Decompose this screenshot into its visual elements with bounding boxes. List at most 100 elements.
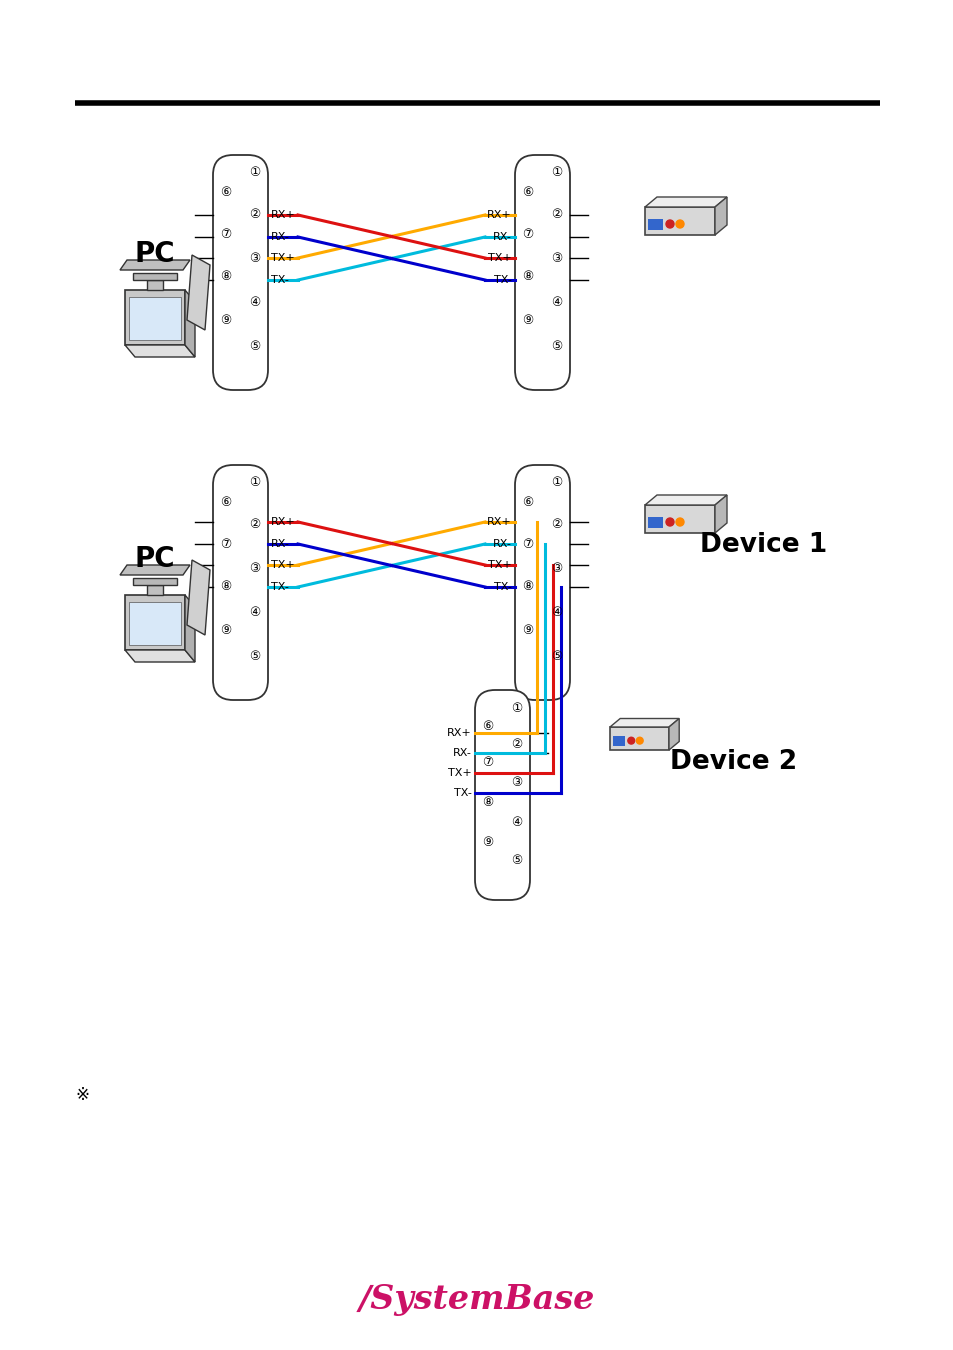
Text: ⑨: ⑨ xyxy=(220,315,232,328)
Text: PC: PC xyxy=(134,545,175,572)
Text: RX-: RX- xyxy=(271,232,290,242)
Text: ④: ④ xyxy=(551,297,562,309)
Circle shape xyxy=(676,220,683,228)
Text: ①: ① xyxy=(249,477,260,490)
Text: ①: ① xyxy=(511,702,522,714)
Text: Device 1: Device 1 xyxy=(700,532,826,558)
Circle shape xyxy=(665,518,673,526)
Polygon shape xyxy=(132,578,177,585)
Text: ⑧: ⑧ xyxy=(220,580,232,594)
Text: ⑦: ⑦ xyxy=(522,539,533,552)
Text: ⑦: ⑦ xyxy=(220,228,232,242)
Circle shape xyxy=(676,518,683,526)
Polygon shape xyxy=(644,495,726,505)
Text: RX+: RX+ xyxy=(271,517,295,526)
Text: Device 2: Device 2 xyxy=(669,749,797,775)
Polygon shape xyxy=(125,595,185,649)
Polygon shape xyxy=(185,290,194,356)
Text: ④: ④ xyxy=(249,606,260,620)
Text: ※: ※ xyxy=(75,1085,89,1104)
Polygon shape xyxy=(644,505,714,533)
Polygon shape xyxy=(125,290,185,346)
Text: RX-: RX- xyxy=(493,539,512,549)
Polygon shape xyxy=(125,346,194,356)
Text: ⑤: ⑤ xyxy=(249,340,260,354)
Polygon shape xyxy=(613,736,624,745)
Text: ②: ② xyxy=(511,738,522,752)
Polygon shape xyxy=(147,279,163,290)
FancyBboxPatch shape xyxy=(213,155,268,390)
Text: TX-: TX- xyxy=(494,275,512,285)
Text: RX+: RX+ xyxy=(487,211,512,220)
Text: TX+: TX+ xyxy=(488,560,512,570)
FancyBboxPatch shape xyxy=(213,464,268,701)
Text: RX+: RX+ xyxy=(487,517,512,526)
Text: ⑨: ⑨ xyxy=(522,625,533,637)
Text: ⑦: ⑦ xyxy=(522,228,533,242)
Text: ⑨: ⑨ xyxy=(220,625,232,637)
Text: ③: ③ xyxy=(551,562,562,575)
Text: RX-: RX- xyxy=(453,748,472,757)
Text: TX+: TX+ xyxy=(448,768,472,778)
Text: ①: ① xyxy=(249,166,260,180)
Text: RX-: RX- xyxy=(493,232,512,242)
Text: ⑤: ⑤ xyxy=(551,340,562,354)
Text: ⑧: ⑧ xyxy=(482,795,493,809)
Text: ⑥: ⑥ xyxy=(482,720,493,733)
Polygon shape xyxy=(609,728,668,751)
Polygon shape xyxy=(187,560,210,634)
Text: ①: ① xyxy=(551,166,562,180)
Circle shape xyxy=(627,737,634,744)
Text: TX-: TX- xyxy=(494,582,512,593)
Text: ③: ③ xyxy=(249,251,260,265)
Text: RX+: RX+ xyxy=(447,728,472,738)
Polygon shape xyxy=(714,197,726,235)
Text: TX+: TX+ xyxy=(271,560,294,570)
Polygon shape xyxy=(647,219,662,230)
Text: RX+: RX+ xyxy=(271,211,295,220)
Polygon shape xyxy=(132,273,177,279)
Text: ②: ② xyxy=(551,208,562,221)
Polygon shape xyxy=(714,495,726,533)
Polygon shape xyxy=(187,255,210,329)
Text: ⑧: ⑧ xyxy=(220,270,232,284)
Text: ⑤: ⑤ xyxy=(249,651,260,663)
Text: PC: PC xyxy=(134,240,175,269)
Text: ⑤: ⑤ xyxy=(511,853,522,867)
Text: TX+: TX+ xyxy=(488,252,512,263)
Text: ⑧: ⑧ xyxy=(522,270,533,284)
Text: ⑤: ⑤ xyxy=(551,651,562,663)
Text: ④: ④ xyxy=(551,606,562,620)
Polygon shape xyxy=(644,207,714,235)
Text: ③: ③ xyxy=(511,775,522,788)
Polygon shape xyxy=(147,585,163,595)
Polygon shape xyxy=(125,649,194,662)
Text: TX-: TX- xyxy=(454,788,472,798)
Polygon shape xyxy=(129,297,181,340)
Text: TX+: TX+ xyxy=(271,252,294,263)
Circle shape xyxy=(665,220,673,228)
Text: RX-: RX- xyxy=(271,539,290,549)
FancyBboxPatch shape xyxy=(515,464,569,701)
Text: ③: ③ xyxy=(551,251,562,265)
Text: ④: ④ xyxy=(249,297,260,309)
Text: ⑦: ⑦ xyxy=(220,539,232,552)
Circle shape xyxy=(636,737,642,744)
Polygon shape xyxy=(185,595,194,662)
Text: ⑨: ⑨ xyxy=(482,836,493,849)
Text: ③: ③ xyxy=(249,562,260,575)
FancyBboxPatch shape xyxy=(475,690,530,900)
Text: TX-: TX- xyxy=(271,275,289,285)
Text: ⑥: ⑥ xyxy=(522,186,533,200)
Polygon shape xyxy=(668,718,679,751)
Text: ④: ④ xyxy=(511,817,522,829)
Polygon shape xyxy=(647,517,662,528)
Text: ①: ① xyxy=(551,477,562,490)
Polygon shape xyxy=(120,261,190,270)
Text: ⑥: ⑥ xyxy=(220,497,232,509)
Polygon shape xyxy=(120,566,190,575)
Polygon shape xyxy=(609,718,679,728)
Text: ⑥: ⑥ xyxy=(220,186,232,200)
Text: ⑨: ⑨ xyxy=(522,315,533,328)
Text: ②: ② xyxy=(249,208,260,221)
